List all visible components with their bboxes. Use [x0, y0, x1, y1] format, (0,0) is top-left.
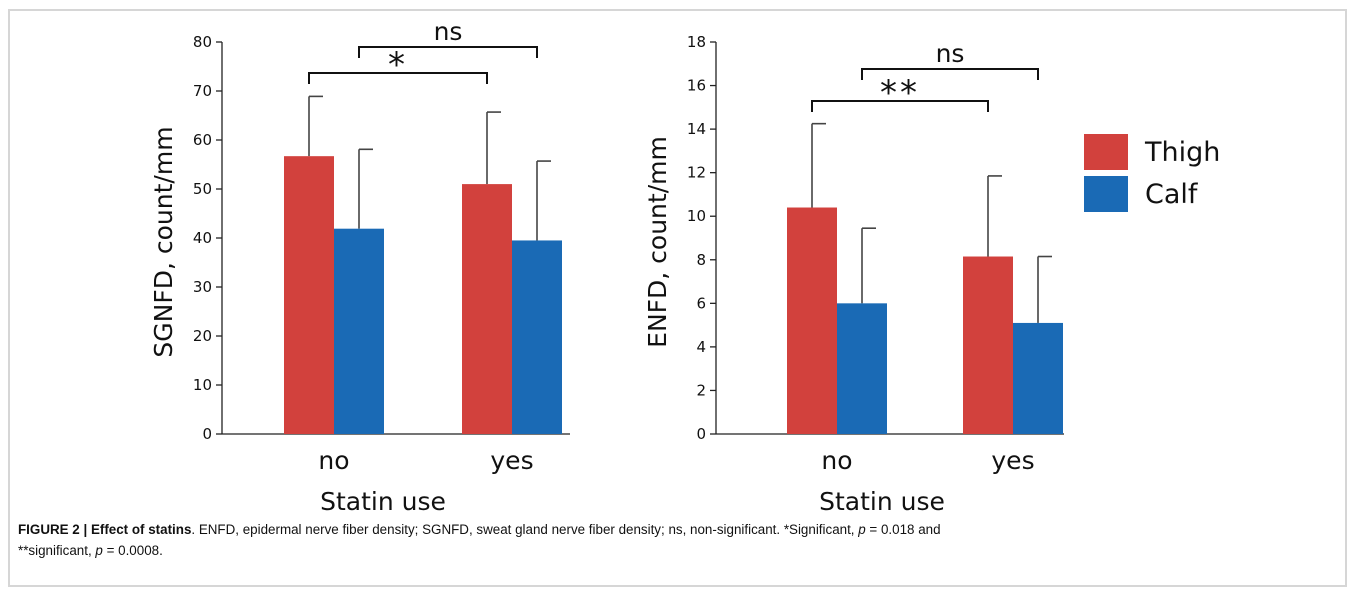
chart2-significance-label: ** — [880, 73, 920, 113]
figure-frame — [8, 9, 1347, 587]
caption-p-value-2: = 0.0008. — [102, 543, 163, 558]
legend-swatch-thigh — [1084, 134, 1128, 170]
chart2-significance-label: ns — [936, 39, 965, 68]
legend-label-thigh: Thigh — [1144, 137, 1220, 168]
chart2-bar-no-calf — [837, 303, 887, 434]
chart2-significance-bracket — [811, 100, 989, 112]
chart2-y-tick-label: 14 — [687, 120, 706, 138]
caption-text-2: **significant, — [18, 543, 96, 558]
legend-label-calf: Calf — [1145, 179, 1199, 210]
caption-text-1: . ENFD, epidermal nerve fiber density; S… — [191, 522, 859, 537]
chart2-x-tick-label: yes — [991, 446, 1034, 475]
chart2-bar-yes-thigh — [963, 256, 1013, 434]
chart2-y-tick-label: 4 — [696, 338, 706, 356]
chart2-y-tick-label: 6 — [696, 294, 706, 312]
chart1-y-tick-label: 60 — [193, 131, 212, 149]
caption-p-symbol-2: p — [95, 543, 103, 558]
chart2-y-tick-label: 18 — [687, 33, 706, 51]
chart1-y-tick-label: 30 — [193, 278, 212, 296]
chart1-x-tick-label: no — [318, 446, 349, 475]
chart2-y-tick-label: 0 — [696, 425, 706, 443]
chart1-x-tick-label: yes — [490, 446, 533, 475]
chart2-bar-yes-calf — [1013, 322, 1063, 434]
chart1-y-tick-label: 50 — [193, 180, 212, 198]
chart1-y-tick-label: 10 — [193, 376, 212, 394]
chart1-y-axis-label: SGNFD, count/mm — [149, 126, 178, 357]
chart2-y-tick-label: 16 — [687, 77, 706, 95]
chart1-significance-bracket — [308, 72, 488, 84]
chart2-y-tick-label: 12 — [687, 164, 706, 182]
chart2-significance-bracket — [861, 68, 1039, 80]
chart2-x-axis-label: Statin use — [819, 487, 945, 516]
chart1-bar-no-calf — [334, 228, 384, 434]
chart1-bar-yes-calf — [512, 240, 562, 434]
chart1-y-tick-label: 80 — [193, 33, 212, 51]
chart1-significance-label: ns — [434, 17, 463, 46]
caption-figure-label: FIGURE 2 | Effect of statins — [18, 522, 192, 537]
chart2-x-tick-label: no — [821, 446, 852, 475]
chart1-significance-label: * — [388, 45, 408, 85]
chart1-bar-no-thigh — [284, 156, 334, 435]
chart2-y-tick-label: 2 — [696, 381, 706, 399]
chart1-significance-bracket — [358, 46, 538, 58]
chart2-y-axis-label: ENFD, count/mm — [643, 136, 672, 348]
caption-p-symbol-1: p — [858, 522, 866, 537]
caption-p-value-1: = 0.018 and — [865, 522, 941, 537]
chart2-bar-no-thigh — [787, 207, 837, 434]
chart2-y-tick-label: 8 — [696, 251, 706, 269]
chart1-bar-yes-thigh — [462, 184, 512, 434]
chart1-y-tick-label: 20 — [193, 327, 212, 345]
chart1-y-tick-label: 70 — [193, 82, 212, 100]
chart2-y-tick-label: 10 — [687, 207, 706, 225]
chart1-y-tick-label: 40 — [193, 229, 212, 247]
legend-swatch-calf — [1084, 176, 1128, 212]
figure-caption: FIGURE 2 | Effect of statins. ENFD, epid… — [18, 519, 1318, 561]
chart1-x-axis-label: Statin use — [320, 487, 446, 516]
chart1-y-tick-label: 0 — [202, 425, 212, 443]
